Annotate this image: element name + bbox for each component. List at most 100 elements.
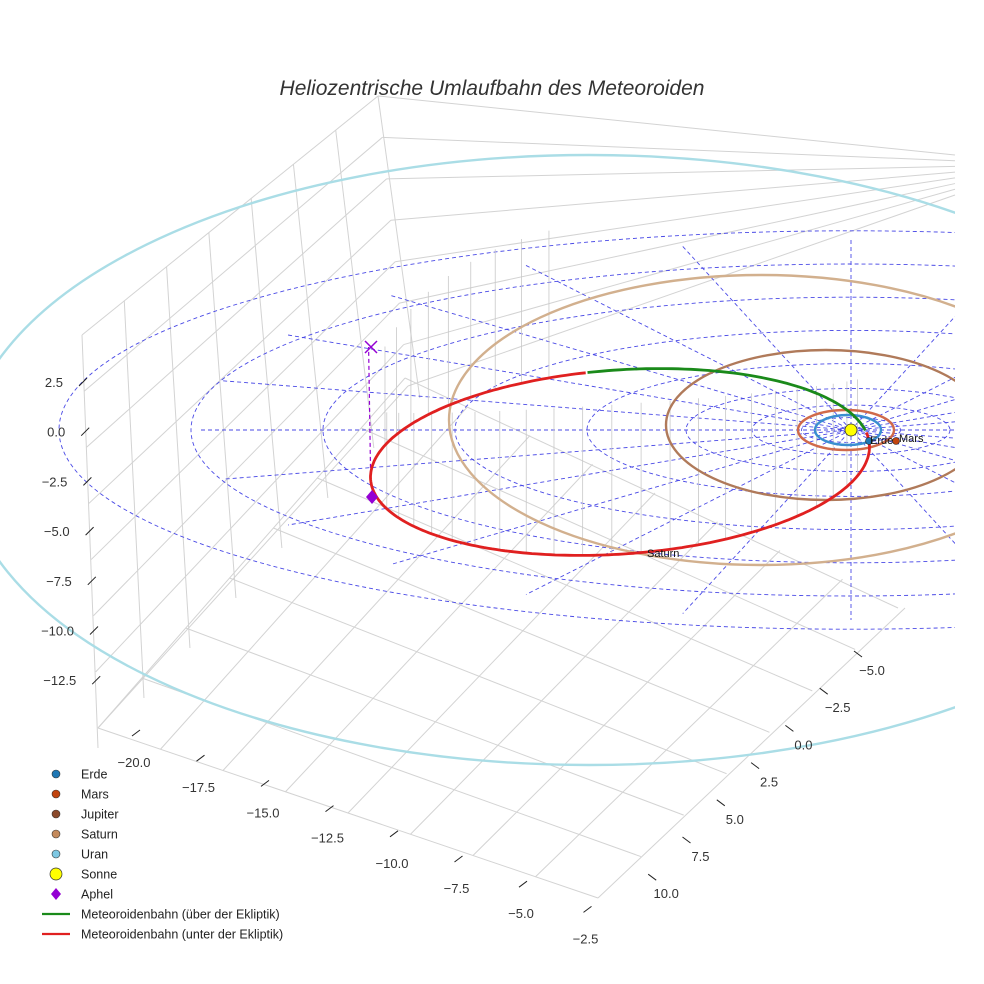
- x-tick-mark: [196, 754, 205, 762]
- x-axis: −20.0 −17.5 −15.0 −12.5 −10.0 −7.5 −5.0 −2.5: [118, 729, 599, 946]
- z-tick-mark: [83, 477, 92, 486]
- pane-grid-line: [81, 334, 99, 749]
- planet-label-saturn: Saturn: [647, 548, 679, 560]
- pane-grid-line: [410, 521, 718, 835]
- y-tick-mark: [682, 836, 691, 844]
- orbit-saturn: [447, 273, 955, 567]
- legend-item: Meteoroidenbahn (über der Ekliptik): [42, 908, 280, 922]
- x-tick-mark: [131, 729, 141, 737]
- aphel-drop-line: [367, 346, 372, 475]
- legend-item: Erde: [51, 768, 107, 782]
- pane-grid-line: [472, 550, 781, 856]
- pane-grid-line: [317, 477, 813, 692]
- z-tick-label: −2.5: [42, 474, 68, 489]
- pane-grid-line: [285, 463, 593, 793]
- y-tick-label: −5.0: [859, 663, 885, 678]
- pane-grid-line: [88, 219, 392, 504]
- ecliptic-ring: [586, 363, 955, 497]
- legend-label: Erde: [81, 768, 107, 782]
- x-tick-label: −15.0: [247, 805, 280, 820]
- pane-grid-line: [386, 165, 956, 180]
- pane-grid-line: [335, 130, 375, 449]
- pane-grid-line: [382, 136, 956, 162]
- y-tick-mark: [647, 873, 657, 881]
- legend-item: Sonne: [49, 868, 117, 882]
- z-tick-label: −5.0: [44, 524, 70, 539]
- x-tick-label: −7.5: [444, 881, 470, 896]
- pane-grid-line: [292, 164, 329, 499]
- legend-label: Mars: [81, 788, 109, 802]
- legend-swatch: [51, 809, 61, 819]
- pane-grid-line: [97, 385, 409, 729]
- x-tick-label: −17.5: [182, 780, 215, 795]
- legend: Erde Mars Jupiter Saturn Uran Sonne Aphel Meteo…: [42, 768, 283, 942]
- x-tick-mark: [583, 906, 592, 913]
- pane-grid-line: [93, 302, 400, 617]
- ecliptic-ring: [801, 417, 901, 443]
- legend-item: Aphel: [51, 888, 113, 902]
- z-tick-label: −12.5: [43, 673, 76, 688]
- aphel-projection-marker: [364, 340, 378, 354]
- legend-label: Sonne: [81, 868, 117, 882]
- pane-grid-line: [160, 406, 468, 750]
- y-tick-label: 7.5: [691, 849, 709, 864]
- orbit-erde: [813, 413, 883, 447]
- meteoroid-orbit-above: [587, 367, 867, 432]
- pane-grid-line: [86, 178, 387, 448]
- z-axis: 2.5 0.0 −2.5 −5.0 −7.5 −10.0 −12.5: [41, 375, 101, 688]
- legend-swatch: [51, 849, 61, 859]
- drop-lines: [367, 230, 858, 556]
- pane-grid-line: [229, 577, 727, 775]
- y-axis: −5.0 −2.5 0.0 2.5 5.0 7.5 10.0: [647, 650, 885, 901]
- y-tick-mark: [716, 799, 726, 807]
- chart-title: Heliozentrische Umlaufbahn des Meteoroid…: [280, 77, 705, 100]
- pane-grid: [81, 95, 956, 899]
- x-tick-label: −2.5: [573, 931, 599, 946]
- aphel-marker: [366, 490, 378, 504]
- z-tick-mark: [91, 675, 101, 685]
- x-tick-label: −12.5: [311, 831, 344, 846]
- x-tick-label: −10.0: [376, 856, 409, 871]
- orbit-uran: [0, 153, 955, 767]
- z-tick-mark: [87, 576, 97, 586]
- planet-orbits: [0, 153, 955, 767]
- legend-label: Meteoroidenbahn (unter der Ekliptik): [81, 928, 283, 942]
- legend-label: Meteoroidenbahn (über der Ekliptik): [81, 908, 280, 922]
- legend-label: Jupiter: [81, 808, 119, 822]
- pane-grid-line: [97, 727, 599, 899]
- y-tick-mark: [853, 650, 863, 658]
- pane-grid-line: [399, 183, 956, 304]
- legend-label: Saturn: [81, 828, 118, 842]
- legend-swatch: [51, 829, 61, 839]
- meteoroid-orbit: [369, 367, 871, 557]
- earth-marker: [865, 437, 873, 445]
- sun-marker: [844, 423, 858, 437]
- planet-label-erde: Erde: [870, 435, 893, 447]
- x-tick-label: −5.0: [508, 906, 534, 921]
- pane-grid-line: [81, 95, 379, 336]
- pane-grid-line: [222, 435, 531, 771]
- z-tick-label: 0.0: [47, 425, 65, 440]
- z-tick-mark: [80, 427, 90, 437]
- x-tick-mark: [454, 855, 463, 863]
- legend-swatch: [51, 888, 61, 900]
- y-tick-label: −2.5: [825, 700, 851, 715]
- x-tick-label: −20.0: [118, 755, 151, 770]
- pane-grid-line: [95, 344, 405, 673]
- x-tick-mark: [260, 780, 270, 787]
- x-tick-mark: [325, 805, 334, 812]
- legend-item: Uran: [51, 848, 108, 862]
- pane-grid-line: [97, 377, 406, 729]
- pane-grid-line: [208, 232, 237, 599]
- legend-label: Aphel: [81, 888, 113, 902]
- meteoroid-orbit-below: [369, 371, 871, 557]
- ecliptic-ring: [58, 230, 955, 630]
- pane-grid-line: [166, 266, 191, 649]
- legend-item: Meteoroidenbahn (unter der Ekliptik): [42, 928, 283, 942]
- planet-labels: Erde Mars Saturn: [647, 433, 924, 560]
- y-tick-label: 2.5: [760, 775, 778, 790]
- pane-grid-line: [395, 177, 956, 263]
- pane-grid-line: [390, 171, 956, 221]
- pane-grid-line: [90, 261, 396, 560]
